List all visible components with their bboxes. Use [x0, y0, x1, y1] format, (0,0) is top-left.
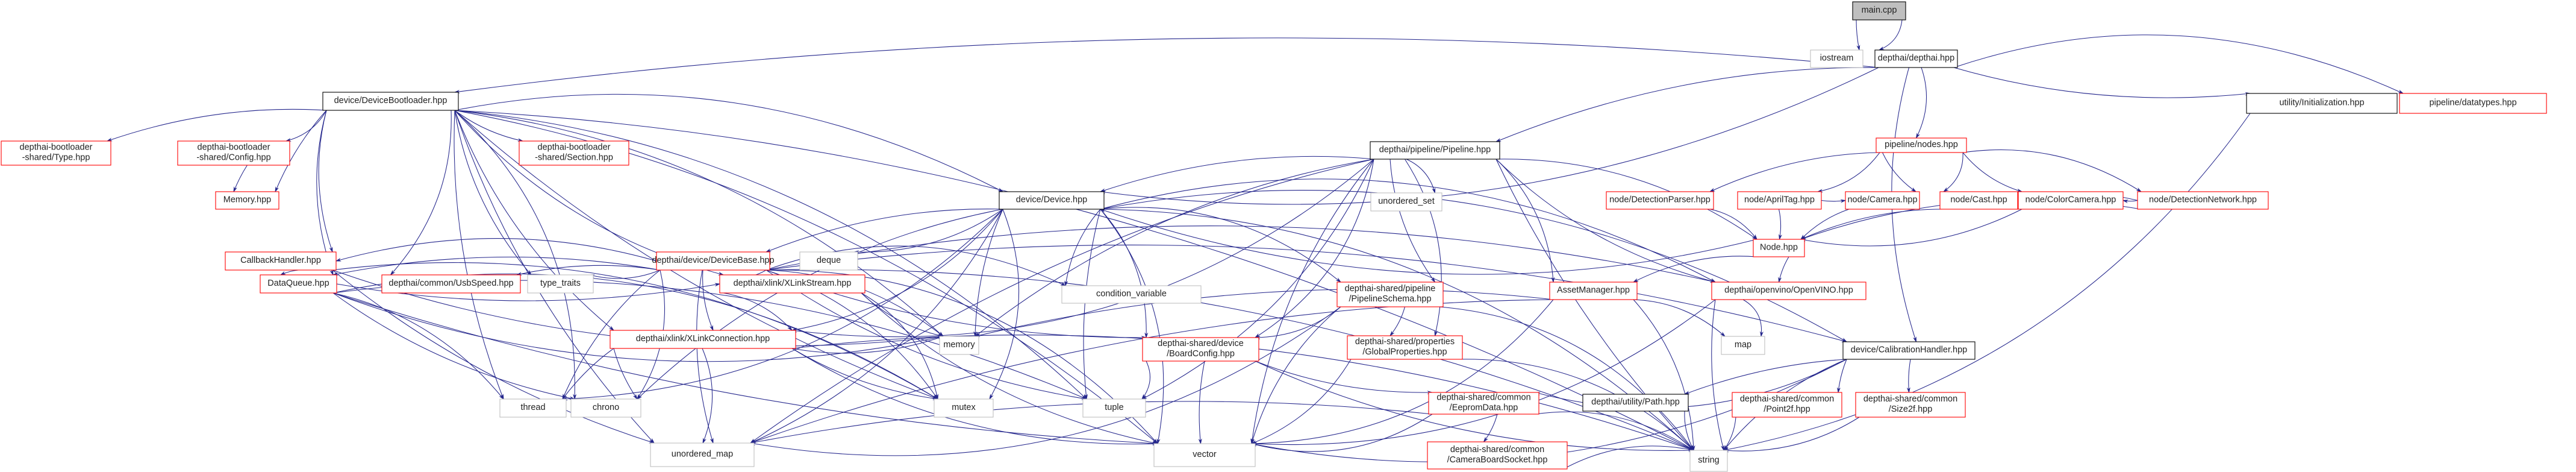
- svg-text:depthai-shared/common: depthai-shared/common: [1863, 394, 1957, 404]
- svg-text:pipeline/datatypes.hpp: pipeline/datatypes.hpp: [2429, 98, 2516, 107]
- svg-text:depthai-shared/common: depthai-shared/common: [1740, 394, 1834, 404]
- svg-text:depthai/pipeline/Pipeline.hpp: depthai/pipeline/Pipeline.hpp: [1379, 145, 1491, 154]
- svg-text:depthai-bootloader: depthai-bootloader: [198, 143, 270, 153]
- svg-text:map: map: [1735, 340, 1751, 350]
- svg-text:Memory.hpp: Memory.hpp: [223, 195, 272, 204]
- svg-text:unordered_set: unordered_set: [1378, 197, 1435, 206]
- svg-text:node/ColorCamera.hpp: node/ColorCamera.hpp: [2026, 195, 2116, 204]
- svg-text:depthai-bootloader: depthai-bootloader: [538, 143, 611, 153]
- svg-text:node/AprilTag.hpp: node/AprilTag.hpp: [1744, 195, 1815, 204]
- svg-text:condition_variable: condition_variable: [1096, 289, 1167, 298]
- svg-text:node/DetectionParser.hpp: node/DetectionParser.hpp: [1609, 195, 1711, 204]
- svg-text:depthai/common/UsbSpeed.hpp: depthai/common/UsbSpeed.hpp: [388, 278, 513, 288]
- svg-text:depthai/utility/Path.hpp: depthai/utility/Path.hpp: [1591, 397, 1680, 407]
- svg-text:node/DetectionNetwork.hpp: node/DetectionNetwork.hpp: [2149, 195, 2257, 204]
- svg-text:depthai-shared/pipeline: depthai-shared/pipeline: [1345, 284, 1436, 294]
- svg-text:type_traits: type_traits: [540, 278, 581, 288]
- svg-text:depthai-shared/properties: depthai-shared/properties: [1355, 337, 1455, 347]
- svg-text:CallbackHandler.hpp: CallbackHandler.hpp: [240, 256, 321, 265]
- svg-text:Node.hpp: Node.hpp: [1760, 242, 1798, 252]
- svg-text:/EepromData.hpp: /EepromData.hpp: [1450, 403, 1518, 412]
- svg-text:string: string: [1698, 455, 1719, 465]
- svg-text:depthai/xlink/XLinkStream.hpp: depthai/xlink/XLinkStream.hpp: [734, 278, 852, 288]
- svg-text:device/Device.hpp: device/Device.hpp: [1016, 195, 1088, 204]
- svg-text:/PipelineSchema.hpp: /PipelineSchema.hpp: [1349, 294, 1431, 304]
- svg-text:depthai-shared/device: depthai-shared/device: [1158, 339, 1244, 348]
- svg-text:AssetManager.hpp: AssetManager.hpp: [1557, 285, 1630, 295]
- svg-text:vector: vector: [1193, 450, 1217, 459]
- svg-text:depthai-shared/common: depthai-shared/common: [1450, 445, 1544, 455]
- svg-text:chrono: chrono: [593, 403, 619, 412]
- svg-text:utility/Initialization.hpp: utility/Initialization.hpp: [2279, 98, 2364, 107]
- svg-text:unordered_map: unordered_map: [672, 449, 733, 459]
- svg-text:-shared/Type.hpp: -shared/Type.hpp: [22, 153, 90, 162]
- svg-text:device/CalibrationHandler.hpp: device/CalibrationHandler.hpp: [1851, 345, 1967, 354]
- svg-text:mutex: mutex: [952, 403, 976, 412]
- svg-text:depthai/device/DeviceBase.hpp: depthai/device/DeviceBase.hpp: [652, 256, 774, 265]
- svg-text:/GlobalProperties.hpp: /GlobalProperties.hpp: [1362, 347, 1447, 357]
- svg-text:tuple: tuple: [1105, 403, 1123, 412]
- svg-text:depthai-shared/common: depthai-shared/common: [1436, 393, 1530, 403]
- svg-text:DataQueue.hpp: DataQueue.hpp: [267, 278, 329, 288]
- svg-text:-shared/Section.hpp: -shared/Section.hpp: [535, 153, 613, 162]
- svg-text:depthai/xlink/XLinkConnection.: depthai/xlink/XLinkConnection.hpp: [636, 334, 770, 344]
- svg-text:depthai/depthai.hpp: depthai/depthai.hpp: [1878, 53, 1954, 63]
- svg-text:/Point2f.hpp: /Point2f.hpp: [1764, 404, 1810, 414]
- svg-text:-shared/Config.hpp: -shared/Config.hpp: [196, 153, 270, 162]
- svg-text:node/Camera.hpp: node/Camera.hpp: [1847, 195, 1917, 204]
- svg-text:pipeline/nodes.hpp: pipeline/nodes.hpp: [1885, 140, 1958, 149]
- svg-text:node/Cast.hpp: node/Cast.hpp: [1950, 195, 2007, 204]
- svg-text:memory: memory: [943, 340, 975, 350]
- svg-text:depthai-bootloader: depthai-bootloader: [20, 143, 93, 153]
- svg-text:depthai/openvino/OpenVINO.hpp: depthai/openvino/OpenVINO.hpp: [1724, 285, 1853, 295]
- svg-text:/BoardConfig.hpp: /BoardConfig.hpp: [1167, 349, 1235, 359]
- svg-text:/CameraBoardSocket.hpp: /CameraBoardSocket.hpp: [1447, 455, 1548, 465]
- svg-text:/Size2f.hpp: /Size2f.hpp: [1889, 404, 1933, 414]
- svg-text:thread: thread: [520, 403, 545, 412]
- svg-text:device/DeviceBootloader.hpp: device/DeviceBootloader.hpp: [334, 96, 448, 105]
- svg-text:main.cpp: main.cpp: [1862, 5, 1897, 15]
- svg-text:iostream: iostream: [1820, 53, 1854, 63]
- svg-text:deque: deque: [817, 256, 841, 265]
